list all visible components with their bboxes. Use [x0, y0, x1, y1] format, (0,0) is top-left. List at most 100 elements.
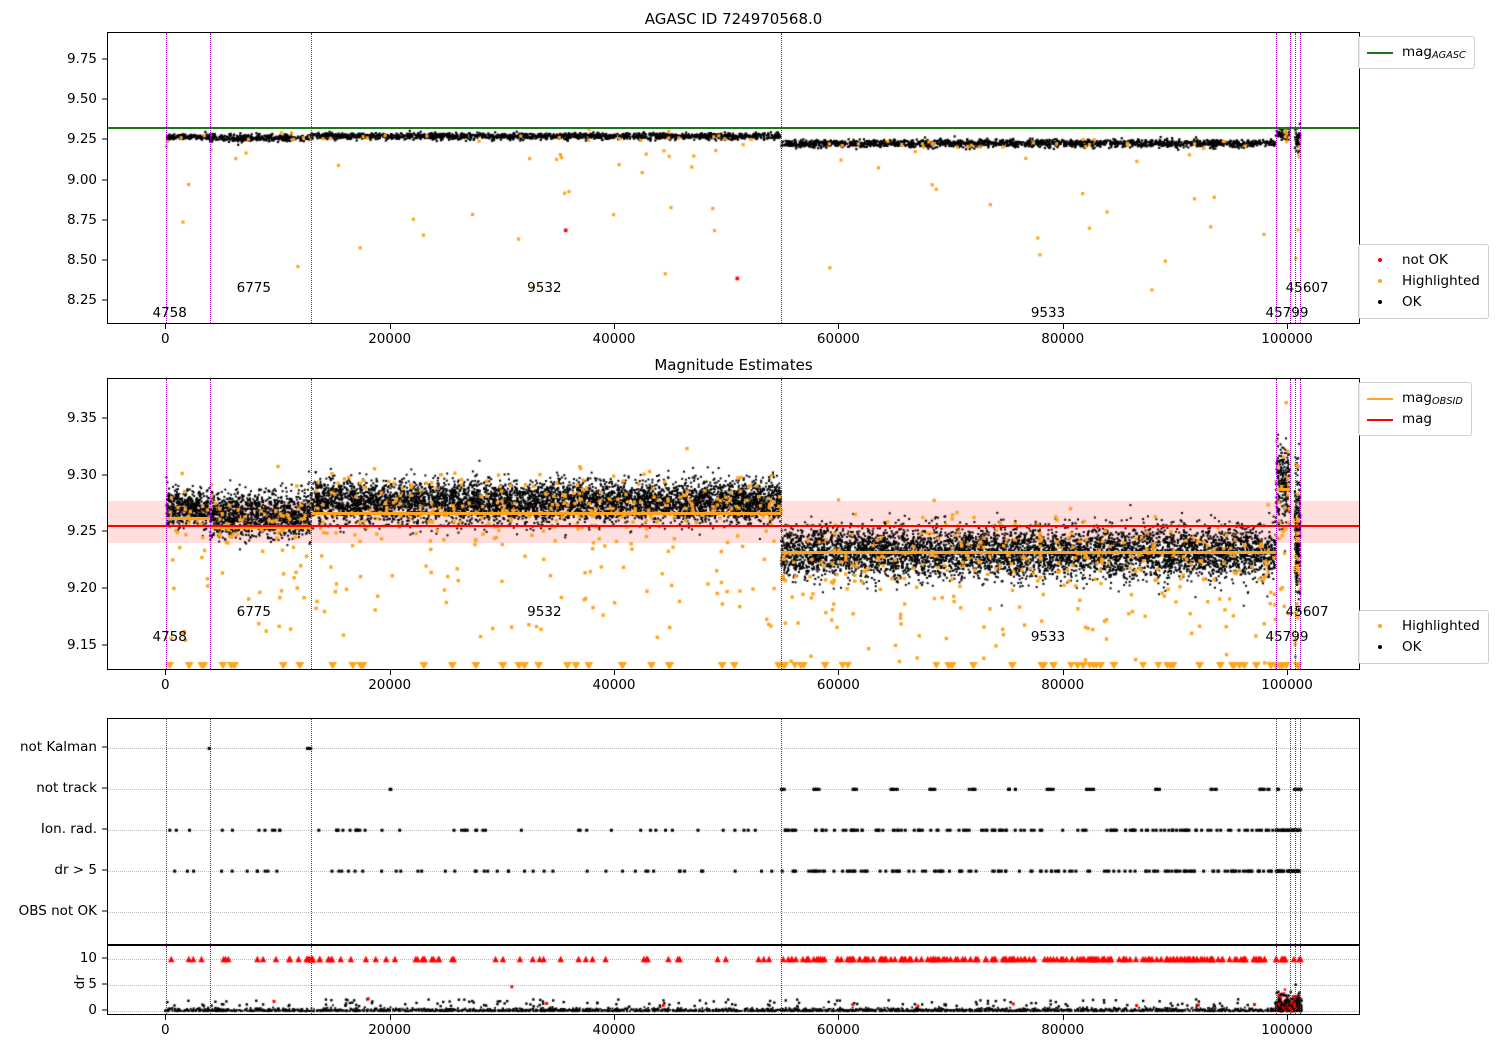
x-tick-mark [165, 670, 167, 675]
y-tick-label: 9.25 [66, 131, 97, 148]
magnitudes-scatter-canvas [108, 33, 1359, 323]
obsid-label: 4758 [152, 305, 187, 321]
flag-row-label: not track [36, 780, 97, 797]
x-tick-mark [838, 324, 840, 329]
y-tick-label: 9.25 [66, 523, 97, 540]
obsid-label: 6775 [236, 280, 271, 296]
legend-item-highlighted-2: Highlighted [1367, 616, 1480, 637]
obsid-divider-line [166, 379, 168, 669]
x-tick-label: 0 [161, 677, 170, 693]
obsid-label: 45799 [1265, 305, 1309, 321]
mag-reference-line [108, 525, 1359, 527]
obsid-divider-line [209, 946, 211, 1014]
y-tick-label: 9.20 [66, 580, 97, 597]
x-tick-label: 80000 [1041, 1022, 1085, 1038]
x-tick-label: 20000 [368, 677, 412, 693]
y-tick-mark [102, 530, 107, 532]
obsid-label: 9533 [1030, 305, 1066, 321]
legend-point-classes-panel1: not OK Highlighted OK [1358, 244, 1489, 319]
obsid-divider-line [311, 33, 313, 323]
panel-dr [107, 945, 1360, 1015]
legend-item-mag: mag [1367, 409, 1463, 430]
obsid-divider-line [311, 379, 313, 669]
legend-item-mag-obsid: magOBSID [1367, 388, 1463, 409]
dot-swatch-black [1378, 300, 1382, 305]
flag-row-label: OBS not OK [18, 903, 97, 920]
x-tick-label: 100000 [1261, 331, 1313, 347]
y-tick-label: 8.50 [66, 251, 97, 268]
y-tick-mark [102, 910, 107, 912]
y-tick-label: 9.35 [66, 409, 97, 426]
x-tick-label: 40000 [592, 331, 636, 347]
obsid-divider-line [209, 719, 211, 944]
flag-row-label: Ion. rad. [40, 821, 97, 838]
flag-row-label: not Kalman [19, 739, 97, 756]
legend-item-ok: OK [1367, 292, 1480, 313]
y-tick-mark [102, 1009, 107, 1011]
mag-agasc-reference-line [108, 126, 1359, 129]
obsid-divider-line [1300, 946, 1302, 1014]
obsid-divider-line [311, 719, 313, 944]
obsid-label: 9533 [1030, 629, 1066, 645]
x-tick-mark [838, 670, 840, 675]
y-tick-mark [102, 869, 107, 871]
x-tick-mark [1062, 1015, 1064, 1020]
obsid-divider-line [1294, 719, 1296, 944]
obsid-divider-line [209, 33, 211, 323]
magnitude-estimates-scatter-canvas [108, 379, 1359, 669]
obsid-divider-line [166, 946, 168, 1014]
legend-label-mag-agasc: magAGASC [1402, 44, 1466, 62]
dot-swatch-black-2 [1378, 645, 1382, 650]
x-tick-mark [614, 1015, 616, 1020]
obsid-label: 6775 [236, 604, 271, 620]
obsid-divider-line [781, 946, 783, 1014]
dr-tick-label: 0 [88, 1002, 97, 1019]
obsid-divider-line [1275, 33, 1277, 323]
legend-mag-agasc: magAGASC [1358, 36, 1475, 70]
obsid-divider-line [781, 719, 783, 944]
y-tick-mark [102, 474, 107, 476]
x-tick-mark [614, 324, 616, 329]
obsid-divider-line [1289, 719, 1291, 944]
mag-obsid-segment [209, 525, 312, 529]
obsid-divider-line [1275, 379, 1277, 669]
x-tick-label: 40000 [592, 1022, 636, 1038]
y-tick-mark [102, 644, 107, 646]
x-tick-mark [1287, 1015, 1289, 1020]
y-tick-mark [102, 828, 107, 830]
legend-mag-lines: magOBSID mag [1358, 382, 1472, 437]
legend-label-ok: OK [1402, 293, 1422, 310]
obsid-divider-line [166, 719, 168, 944]
line-swatch-green [1367, 51, 1393, 54]
x-tick-label: 60000 [816, 677, 860, 693]
panel-magnitude-estimates-plot-area: 4758 6775 9532 9533 45607 45799 [108, 379, 1359, 669]
y-tick-mark [102, 417, 107, 419]
legend-item-highlighted: Highlighted [1367, 271, 1480, 292]
obsid-divider-line [1289, 379, 1291, 669]
x-tick-mark [389, 324, 391, 329]
dr-scatter-canvas [108, 946, 1359, 1014]
panel-dr-plot-area [108, 946, 1359, 1014]
x-tick-label: 80000 [1041, 677, 1085, 693]
flags-scatter-canvas [108, 719, 1359, 944]
x-tick-mark [1287, 324, 1289, 329]
legend-item-mag-agasc: magAGASC [1367, 42, 1466, 63]
x-tick-label: 100000 [1261, 1022, 1313, 1038]
dr-tick-label: 10 [79, 950, 97, 967]
panel-magnitudes: 4758 6775 9532 9533 45607 45799 [107, 32, 1360, 324]
flag-row-label: dr > 5 [54, 862, 97, 879]
obsid-label: 4758 [152, 629, 187, 645]
line-swatch-orange [1367, 397, 1393, 400]
dot-swatch-orange-2 [1378, 624, 1382, 629]
y-tick-label: 9.30 [66, 466, 97, 483]
y-tick-label: 8.25 [66, 291, 97, 308]
obsid-divider-line [1275, 946, 1277, 1014]
obsid-label: 45799 [1265, 629, 1309, 645]
legend-label-ok-2: OK [1402, 638, 1422, 655]
dr-tick-label: 5 [88, 976, 97, 993]
mag-obsid-segment [781, 550, 1276, 554]
y-tick-label: 9.00 [66, 171, 97, 188]
obsid-divider-line [1300, 379, 1302, 669]
x-tick-label: 60000 [816, 331, 860, 347]
